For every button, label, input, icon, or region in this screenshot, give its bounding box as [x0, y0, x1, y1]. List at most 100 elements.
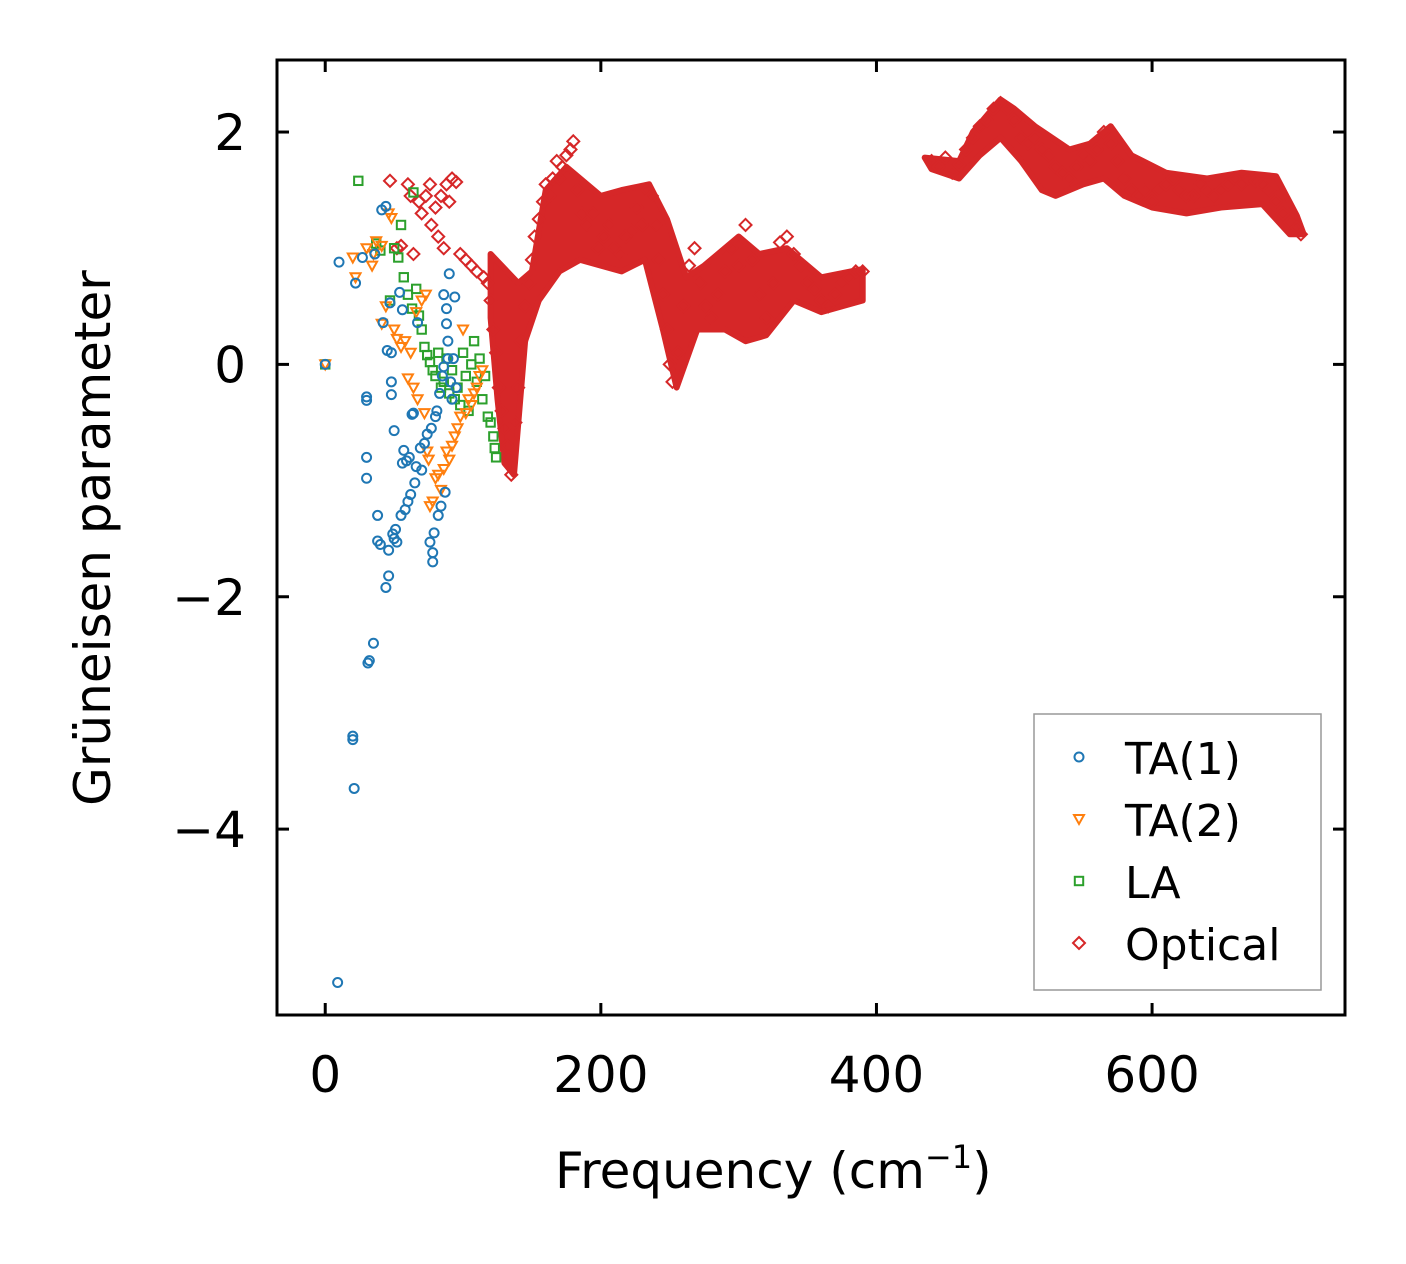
ta-1-point [409, 477, 421, 489]
ta-2-point [426, 496, 440, 509]
ta-1-point [385, 389, 397, 401]
ta-1-point [367, 637, 379, 649]
optical-point [1268, 194, 1284, 210]
ta-1-point [449, 291, 461, 303]
optical-point [1103, 136, 1119, 152]
ta-1-point [446, 393, 458, 405]
optical-point [681, 258, 697, 274]
optical-point [491, 380, 507, 396]
optical-point [793, 258, 809, 274]
optical-point [403, 188, 419, 204]
optical-point [612, 246, 628, 262]
legend: TA(1) TA(2) LA Optical [1033, 713, 1322, 991]
optical-point [503, 467, 519, 483]
optical-point [1185, 188, 1201, 204]
ta-1-point [442, 353, 454, 365]
optical-point [644, 188, 660, 204]
ta-2-point [456, 324, 470, 337]
ta-2-point [437, 463, 451, 477]
ta-1-point [361, 394, 373, 406]
ta-2-point [394, 341, 408, 355]
optical-point [1061, 171, 1077, 186]
optical-point [423, 217, 439, 233]
optical-point [665, 374, 680, 390]
optical-point [574, 205, 589, 221]
optical-point [979, 112, 995, 128]
ta-1-point [394, 286, 406, 298]
optical-point [1261, 182, 1277, 198]
optical-point [634, 217, 650, 233]
optical-point [585, 205, 600, 221]
optical-point [1282, 215, 1298, 231]
optical-point [855, 264, 871, 279]
ta-1-point [385, 376, 397, 388]
ta-2-point [442, 454, 456, 467]
ta-1-point [441, 303, 453, 315]
ta-1-point [450, 382, 462, 394]
optical-point [1137, 182, 1153, 198]
ta-1-point [435, 500, 447, 512]
optical-point [738, 217, 753, 233]
optical-point [1144, 194, 1160, 210]
la-point [430, 370, 441, 382]
optical-band-1 [487, 163, 866, 478]
optical-point [1248, 173, 1263, 189]
optical-point [527, 229, 543, 245]
legend-label-la: LA [1125, 858, 1181, 909]
optical-point [565, 133, 581, 149]
ta-2-point [464, 400, 479, 413]
optical-point [710, 287, 726, 303]
ta-1-point [369, 248, 381, 260]
optical-point [441, 194, 457, 210]
ta-1-point [347, 730, 359, 742]
optical-point [717, 264, 733, 279]
x-tick-label: 600 [1104, 1046, 1199, 1104]
optical-point [651, 252, 667, 268]
y-tick-label: −4 [172, 801, 246, 859]
optical-point [590, 240, 606, 256]
optical-point [1068, 159, 1084, 175]
optical-point [807, 281, 822, 297]
ta-1-point [356, 252, 368, 264]
optical-point [698, 298, 713, 314]
optical-point [827, 287, 843, 303]
optical-point [531, 211, 547, 227]
optical-point [524, 252, 540, 268]
optical-point [779, 229, 795, 245]
ta-1-point [390, 523, 402, 535]
optical-point [448, 174, 464, 190]
ta-2-point [434, 484, 448, 497]
optical-point [659, 322, 675, 337]
ta-1-point [443, 268, 455, 280]
y-tick-label: 0 [214, 336, 246, 394]
la-point [455, 399, 466, 411]
ta-1-point [407, 407, 419, 419]
ta-2-point [475, 365, 490, 378]
optical-point [579, 217, 595, 233]
optical-point [414, 205, 430, 221]
y-axis-ticks: 2 0 −2 −4 [172, 104, 1345, 859]
optical-point [1110, 153, 1126, 169]
la-point [490, 452, 502, 463]
ta-1-point [363, 655, 375, 667]
optical-point [1089, 142, 1105, 157]
ta-1-point [425, 422, 437, 434]
optical-point [1293, 226, 1309, 242]
optical-point [483, 293, 499, 308]
optical-point [517, 298, 533, 314]
optical-point [640, 182, 656, 198]
optical-point [724, 240, 740, 256]
optical-point [1165, 171, 1181, 186]
plot-frame [275, 58, 1347, 1017]
ta-1-point [398, 444, 410, 456]
optical-point [765, 275, 781, 291]
la-point [410, 283, 422, 295]
ta-1-point [350, 277, 362, 289]
optical-point [623, 223, 639, 239]
ta-1-point [333, 256, 345, 268]
optical-point [433, 188, 449, 204]
data-points [318, 95, 1309, 988]
ta-1-point [412, 317, 424, 329]
ta-1-point [424, 536, 436, 548]
la-point [466, 359, 477, 370]
